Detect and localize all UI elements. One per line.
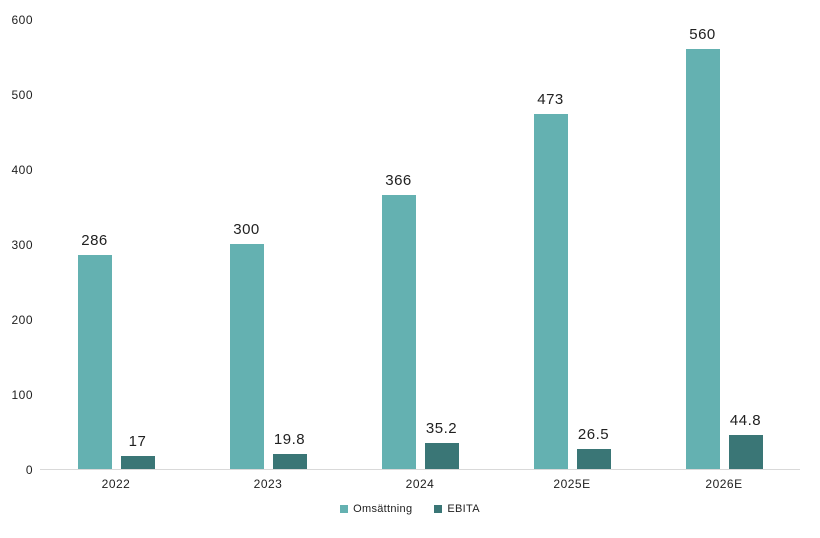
legend-swatch-icon bbox=[434, 505, 443, 513]
bar-slot-ebita-2026e: 44.8 bbox=[728, 412, 763, 469]
bar-slot-oms-ttning-2026e: 560 bbox=[685, 26, 720, 469]
bar-oms-ttning-2025e bbox=[533, 114, 568, 469]
x-tick-label-2024: 2024 bbox=[405, 477, 435, 491]
y-tick-label: 100 bbox=[11, 388, 33, 402]
value-label-ebita-2025e: 26.5 bbox=[577, 426, 610, 444]
bar-group-2024: 366 35.2 bbox=[344, 19, 496, 469]
plot-area: 286 17 300 19.8 366 35.2 473 26.5 560 44.8 bbox=[40, 19, 800, 470]
y-axis: 0 100 200 300 400 500 600 bbox=[0, 14, 36, 476]
bar-slot-ebita-2023: 19.8 bbox=[272, 431, 307, 469]
y-tick-label: 200 bbox=[11, 313, 33, 327]
value-label-ebita-2026e: 44.8 bbox=[729, 412, 762, 430]
legend-swatch-icon bbox=[340, 505, 349, 513]
bar-slot-oms-ttning-2024: 366 bbox=[381, 171, 416, 469]
bar-ebita-2024 bbox=[424, 442, 459, 469]
legend-item-oms-ttning: Omsättning bbox=[340, 503, 412, 515]
x-tick-label-2022: 2022 bbox=[101, 477, 131, 491]
bar-slot-ebita-2024: 35.2 bbox=[424, 419, 459, 469]
bar-slot-ebita-2025e: 26.5 bbox=[576, 426, 611, 469]
legend-label-ebita: EBITA bbox=[447, 503, 480, 515]
bar-ebita-2023 bbox=[272, 454, 307, 469]
bar-ebita-2026e bbox=[728, 435, 763, 469]
value-label-oms-ttning-2024: 366 bbox=[385, 171, 412, 189]
bar-ebita-2025e bbox=[576, 449, 611, 469]
x-axis: 2022 2023 2024 2025E 2026E bbox=[40, 477, 800, 491]
value-label-oms-ttning-2026e: 560 bbox=[689, 26, 716, 43]
bar-group-2026e: 560 44.8 bbox=[648, 19, 800, 469]
bar-group-2023: 300 19.8 bbox=[192, 19, 344, 469]
bar-slot-oms-ttning-2022: 286 bbox=[77, 231, 112, 469]
bar-oms-ttning-2026e bbox=[685, 49, 720, 469]
bar-ebita-2022 bbox=[120, 456, 155, 469]
y-tick-label: 600 bbox=[11, 13, 33, 27]
bar-group-2025e: 473 26.5 bbox=[496, 19, 648, 469]
bar-group-2022: 286 17 bbox=[40, 19, 192, 469]
bar-oms-ttning-2022 bbox=[77, 254, 112, 469]
bar-oms-ttning-2024 bbox=[381, 194, 416, 469]
y-tick-label: 500 bbox=[11, 88, 33, 102]
value-label-ebita-2022: 17 bbox=[128, 433, 147, 451]
legend-label-oms-ttning: Omsättning bbox=[353, 503, 413, 515]
y-tick-label: 400 bbox=[11, 163, 33, 177]
x-tick-label-2025e: 2025E bbox=[553, 477, 591, 491]
bar-slot-oms-ttning-2025e: 473 bbox=[533, 91, 568, 469]
x-tick-label-2026e: 2026E bbox=[705, 477, 743, 491]
bar-oms-ttning-2023 bbox=[229, 244, 264, 469]
y-tick-label: 0 bbox=[25, 463, 33, 477]
value-label-oms-ttning-2023: 300 bbox=[233, 221, 260, 238]
x-tick-label-2023: 2023 bbox=[253, 477, 283, 491]
bar-slot-oms-ttning-2023: 300 bbox=[229, 221, 264, 469]
value-label-ebita-2023: 19.8 bbox=[273, 431, 306, 449]
legend: Omsättning EBITA bbox=[0, 503, 820, 515]
value-label-oms-ttning-2022: 286 bbox=[81, 231, 108, 249]
bar-slot-ebita-2022: 17 bbox=[120, 433, 155, 469]
legend-item-ebita: EBITA bbox=[434, 503, 480, 515]
y-tick-label: 300 bbox=[11, 238, 33, 252]
value-label-oms-ttning-2025e: 473 bbox=[537, 91, 564, 109]
value-label-ebita-2024: 35.2 bbox=[425, 419, 458, 437]
